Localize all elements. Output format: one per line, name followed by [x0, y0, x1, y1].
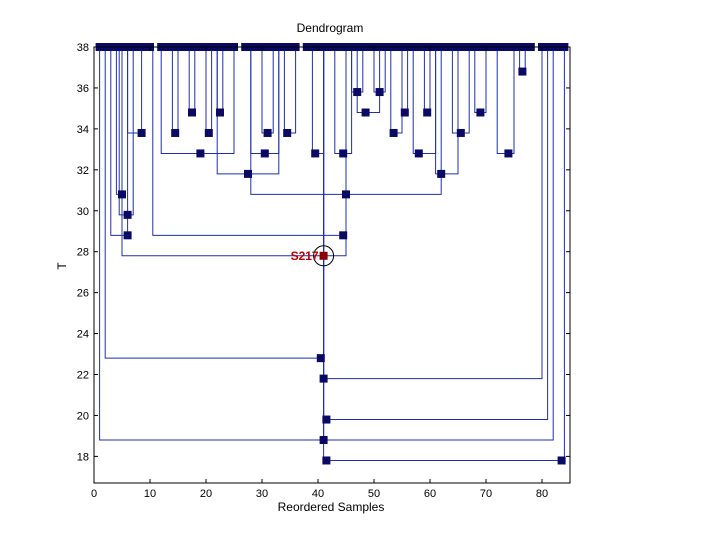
- y-tick-label: 28: [77, 247, 89, 259]
- x-axis-label: Reordered Samples: [278, 500, 385, 514]
- dendrogram-link: [401, 47, 409, 114]
- merge-node-marker: [322, 456, 331, 465]
- merge-node-marker: [319, 374, 328, 383]
- y-tick-label: 18: [77, 451, 89, 463]
- plot-frame: [93, 46, 571, 484]
- x-tick-label: 50: [368, 488, 380, 500]
- y-tick-label: 32: [77, 165, 89, 177]
- dendrogram-link: [205, 47, 213, 134]
- merge-node-marker: [216, 108, 224, 117]
- dendrogram-link: [283, 47, 297, 134]
- merge-node-marker: [204, 128, 213, 137]
- merge-node-marker: [389, 128, 398, 137]
- x-tick-label: 10: [144, 488, 156, 500]
- x-tick-label: 80: [536, 488, 548, 500]
- x-tick-label: 60: [424, 488, 436, 500]
- dendrogram-link: [171, 47, 179, 134]
- highlight-label: S217: [291, 249, 319, 263]
- merge-node-marker: [260, 149, 269, 158]
- y-tick-label: 22: [77, 370, 89, 382]
- dendrogram-link: [118, 47, 134, 216]
- merge-node-marker: [342, 190, 350, 199]
- merge-node-marker: [283, 128, 292, 137]
- x-tick-label: 40: [312, 488, 324, 500]
- dendrogram-link: [311, 47, 325, 154]
- merge-node-marker: [319, 436, 328, 445]
- merge-node-marker: [118, 190, 126, 199]
- dendrogram-link: [496, 47, 515, 154]
- y-tick-label: 20: [77, 410, 89, 422]
- merge-node-marker: [518, 67, 527, 76]
- merge-node-marker: [339, 149, 348, 158]
- dendrogram-link: [188, 47, 196, 114]
- merge-node-marker: [504, 149, 513, 158]
- y-tick-label: 38: [77, 42, 89, 54]
- merge-node-marker: [123, 231, 132, 240]
- merge-node-marker: [196, 149, 205, 158]
- x-tick-label: 70: [480, 488, 492, 500]
- y-tick-label: 24: [77, 329, 89, 341]
- dendrogram-link: [435, 47, 459, 175]
- dendrogram-link: [216, 47, 224, 114]
- merge-node-marker: [244, 169, 252, 178]
- dendrogram-link: [216, 47, 280, 175]
- y-tick-label: 26: [77, 288, 89, 300]
- merge-node-marker: [322, 415, 331, 424]
- highlight-node-marker: [319, 251, 328, 260]
- dendrogram-link: [356, 47, 381, 114]
- merge-node-marker: [316, 354, 325, 363]
- y-axis-ticks: 18 20 22 24 26 28 30 32 34 36 38: [77, 42, 570, 463]
- y-tick-label: 30: [77, 206, 89, 218]
- merge-node-marker: [339, 231, 348, 240]
- y-tick-label: 34: [77, 124, 89, 136]
- merge-node-markers: [118, 67, 566, 465]
- dendrogram-link: [323, 47, 554, 441]
- merge-node-marker: [311, 149, 320, 158]
- merge-node-marker: [361, 108, 370, 117]
- y-axis-label: T: [55, 262, 69, 270]
- dendrogram-link: [261, 47, 274, 134]
- merge-node-marker: [400, 108, 409, 117]
- merge-node-marker: [263, 128, 272, 137]
- merge-node-marker: [123, 210, 132, 219]
- dendrogram-link: [474, 47, 487, 114]
- dendrogram-link: [323, 47, 565, 461]
- highlighted-node[interactable]: S217: [291, 245, 335, 267]
- merge-node-marker: [437, 169, 446, 178]
- chart-title: Dendrogram: [297, 21, 364, 35]
- merge-node-marker: [456, 128, 465, 137]
- dendrogram-link: [152, 47, 347, 236]
- x-axis-ticks: 0 10 20 30 40 50 60 70 80: [91, 47, 548, 500]
- merge-node-marker: [171, 128, 180, 137]
- dendrogram-link: [250, 47, 280, 154]
- dendrogram-link: [127, 47, 143, 134]
- merge-node-marker: [353, 88, 362, 97]
- x-tick-label: 30: [256, 488, 268, 500]
- dendrogram-link: [104, 47, 325, 359]
- x-tick-label: 0: [91, 488, 97, 500]
- merge-node-marker: [188, 108, 196, 117]
- dendrogram-link: [451, 47, 470, 134]
- merge-node-marker: [423, 108, 432, 117]
- dendrogram-link: [323, 47, 543, 380]
- dendrogram-link: [110, 47, 129, 236]
- dendrogram-link: [390, 47, 403, 134]
- merge-node-marker: [137, 128, 146, 137]
- dendrogram-links: [99, 47, 565, 461]
- highlight-ring: [313, 245, 335, 267]
- dendrogram-link: [423, 47, 431, 114]
- merge-node-marker: [476, 108, 485, 117]
- merge-node-marker: [557, 456, 566, 465]
- dendrogram-link: [334, 47, 353, 154]
- merge-node-marker: [414, 149, 423, 158]
- y-tick-label: 36: [77, 83, 89, 95]
- x-tick-label: 20: [200, 488, 212, 500]
- merge-node-marker: [375, 88, 384, 97]
